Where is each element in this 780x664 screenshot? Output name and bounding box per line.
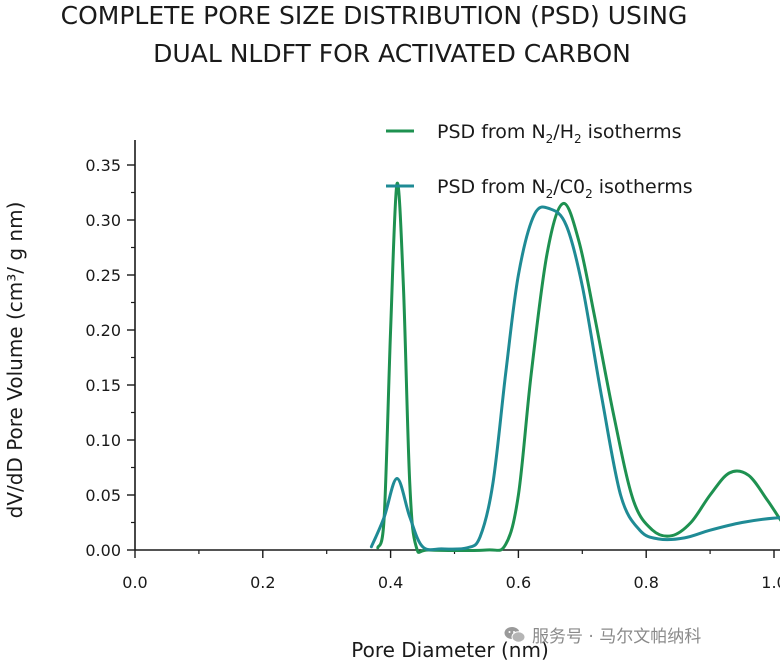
- x-tick-label: 0.0: [122, 573, 147, 592]
- watermark: 服务号 · 马尔文帕纳科: [504, 622, 701, 647]
- y-tick-label: 0.05: [85, 486, 121, 505]
- watermark-text: 服务号 · 马尔文帕纳科: [532, 627, 702, 647]
- y-tick-label: 0.00: [85, 541, 121, 560]
- chart-title-line-2: DUAL NLDFT FOR ACTIVATED CARBON: [153, 39, 631, 68]
- series-layer: [369, 181, 780, 554]
- x-axis-ticks: 0.00.20.40.60.81.01.21.41.61.8: [122, 550, 780, 592]
- series-line-n2-co2: [369, 205, 780, 552]
- x-tick-label: 0.4: [378, 573, 403, 592]
- legend-label-n2-h2: PSD from N2/H2 isotherms: [437, 121, 682, 146]
- y-axis-label: dV/dD Pore Volume (cm³/ g nm): [3, 202, 27, 519]
- x-tick-label: 0.6: [506, 573, 531, 592]
- x-tick-label: 0.8: [633, 573, 658, 592]
- x-axis-label: Pore Diameter (nm): [351, 638, 549, 662]
- x-tick-label: 0.2: [250, 573, 275, 592]
- y-tick-label: 0.30: [85, 211, 121, 230]
- y-tick-label: 0.35: [85, 156, 121, 175]
- legend: PSD from N2/H2 isotherms PSD from N2/C02…: [386, 121, 693, 201]
- y-axis-ticks: 0.00 0.05 0.10 0.15 0.20 0.25 0.30 0.35: [85, 156, 135, 560]
- y-tick-label: 0.20: [85, 321, 121, 340]
- y-tick-label: 0.25: [85, 266, 121, 285]
- x-tick-label: 1.0: [761, 573, 780, 592]
- series-line-n2-h2: [376, 181, 780, 554]
- chart-title-line-1: COMPLETE PORE SIZE DISTRIBUTION (PSD) US…: [61, 1, 688, 30]
- legend-label-n2-co2: PSD from N2/C02 isotherms: [437, 176, 693, 201]
- wechat-icon: [504, 626, 526, 643]
- y-tick-label: 0.10: [85, 431, 121, 450]
- y-tick-label: 0.15: [85, 376, 121, 395]
